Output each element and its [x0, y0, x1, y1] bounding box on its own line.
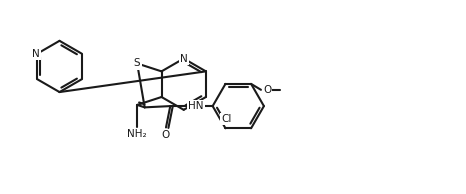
Text: N: N	[180, 54, 188, 64]
Text: O: O	[161, 130, 169, 140]
Text: HN: HN	[188, 101, 204, 111]
Text: Cl: Cl	[221, 114, 232, 124]
Text: NH₂: NH₂	[127, 129, 147, 139]
Text: O: O	[263, 85, 271, 95]
Text: N: N	[33, 49, 40, 59]
Text: S: S	[134, 58, 140, 68]
